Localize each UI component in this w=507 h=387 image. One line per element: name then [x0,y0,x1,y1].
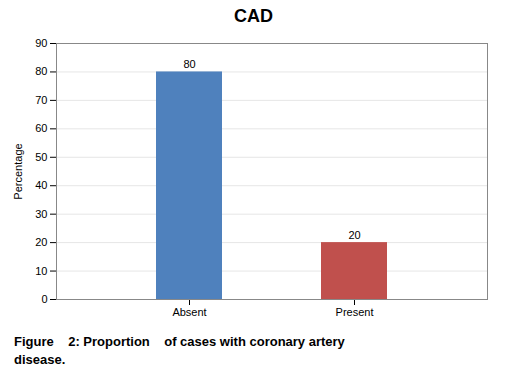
svg-text:Absent: Absent [172,306,206,318]
svg-text:20: 20 [348,229,360,241]
html-text:disease.: disease. [14,352,66,367]
svg-text:20: 20 [35,236,47,248]
svg-text:70: 70 [35,94,47,106]
svg-text:Percentage: Percentage [12,143,24,199]
svg-text:60: 60 [35,122,47,134]
svg-text:40: 40 [35,179,47,191]
html-text:Figure 2: Proportion of cases: Figure 2: Proportion of cases with coron… [14,334,345,349]
svg-text:80: 80 [183,58,195,70]
html-text:CAD: CAD [234,6,273,26]
svg-text:10: 10 [35,265,47,277]
svg-text:Present: Present [336,306,374,318]
svg-text:0: 0 [41,293,47,305]
svg-text:90: 90 [35,37,47,49]
svg-text:30: 30 [35,208,47,220]
svg-text:50: 50 [35,151,47,163]
svg-text:80: 80 [35,65,47,77]
